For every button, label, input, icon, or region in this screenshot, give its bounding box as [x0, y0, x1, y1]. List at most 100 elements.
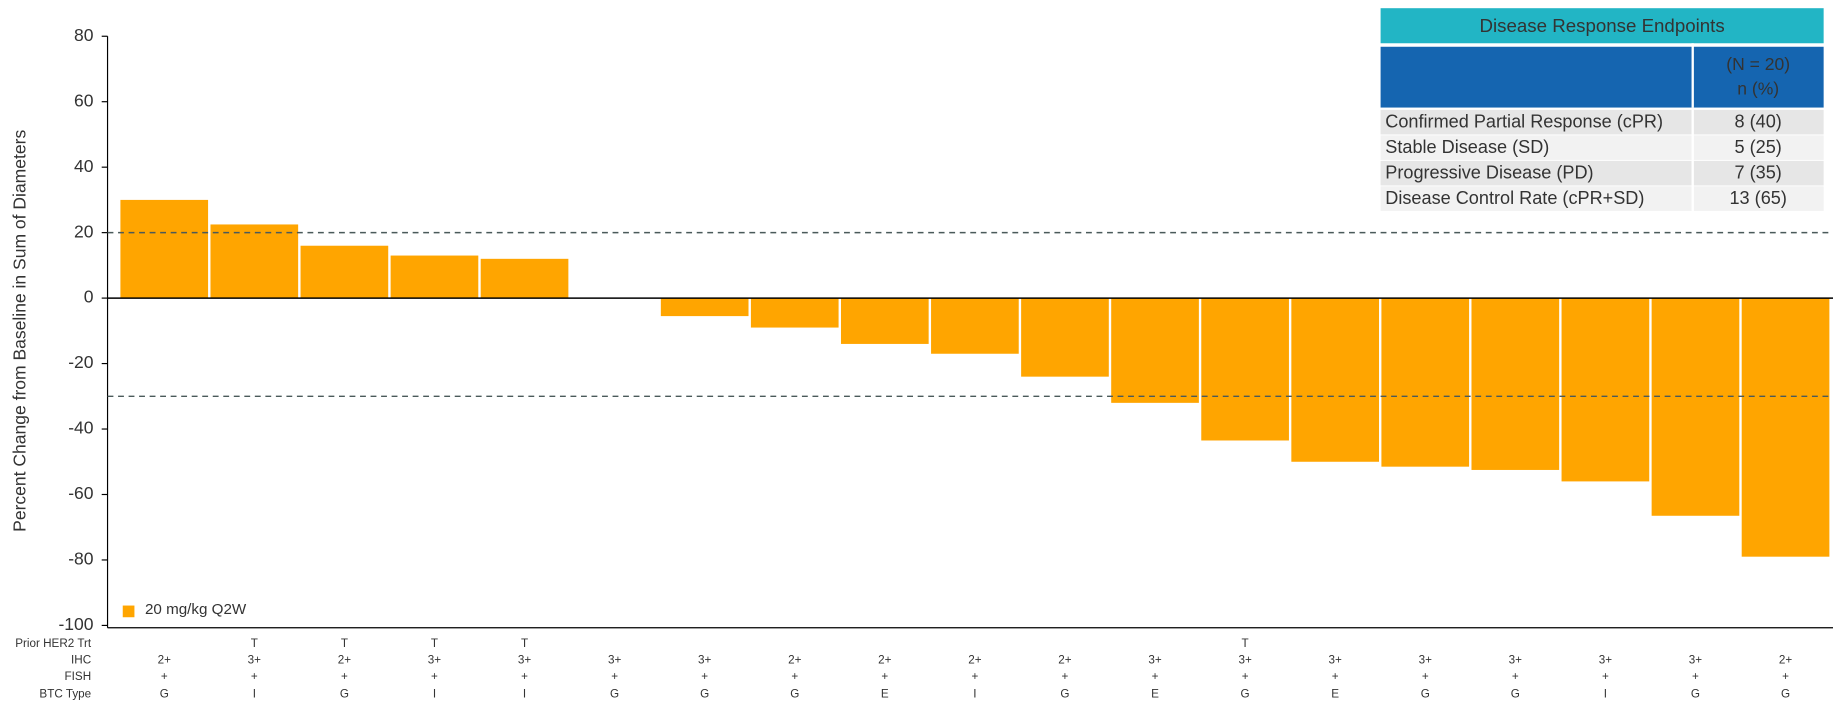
annotation-row-label: Prior HER2 Trt: [15, 637, 92, 650]
table-header: n (%): [1737, 79, 1779, 99]
bar: [120, 199, 209, 299]
annotation-value: +: [1152, 670, 1159, 683]
bar: [1471, 298, 1560, 470]
y-tick-label: -40: [68, 418, 94, 438]
annotation-value: +: [1422, 670, 1429, 683]
annotation-value: E: [1331, 687, 1339, 700]
annotation-value: +: [881, 670, 888, 683]
table-row-bg: [1380, 109, 1692, 135]
annotation-value: G: [790, 687, 799, 700]
annotation-value: T: [251, 637, 258, 650]
bar: [390, 255, 479, 299]
annotation-value: I: [1604, 687, 1607, 700]
annotation-value: +: [431, 670, 438, 683]
table-cell: 8 (40): [1735, 112, 1782, 132]
annotation-value: 3+: [1419, 654, 1433, 667]
table-cell: 13 (65): [1729, 188, 1786, 208]
annotation-value: G: [1691, 687, 1700, 700]
annotation-value: G: [1421, 687, 1430, 700]
annotation-value: +: [791, 670, 798, 683]
bar: [840, 298, 929, 344]
y-axis-label: Percent Change from Baseline in Sum of D…: [10, 130, 30, 532]
annotation-value: 3+: [518, 654, 532, 667]
annotation-value: E: [1151, 687, 1159, 700]
annotation-value: G: [1060, 687, 1069, 700]
bar: [1651, 298, 1740, 516]
table-row-bg: [1693, 186, 1824, 211]
annotation-value: +: [1692, 670, 1699, 683]
annotation-value: +: [521, 670, 528, 683]
bar: [1021, 298, 1109, 377]
annotation-value: 3+: [1689, 654, 1703, 667]
table-cell: Disease Control Rate (cPR+SD): [1385, 188, 1644, 208]
bar: [210, 224, 299, 299]
annotation-value: +: [1242, 670, 1249, 683]
y-tick-label: 20: [74, 221, 94, 241]
annotation-value: 3+: [428, 654, 442, 667]
bar: [1381, 298, 1470, 467]
table-cell: 5 (25): [1735, 137, 1782, 157]
annotation-value: 3+: [1148, 654, 1162, 667]
annotation-value: I: [253, 687, 256, 700]
bar: [1111, 298, 1199, 403]
annotation-value: 2+: [338, 654, 352, 667]
annotation-value: I: [523, 687, 526, 700]
annotation-row-label: IHC: [71, 654, 91, 667]
legend-swatch: [122, 605, 135, 618]
annotation-value: 3+: [248, 654, 262, 667]
annotation-value: T: [521, 637, 528, 650]
table-cell: Stable Disease (SD): [1385, 137, 1549, 157]
bar: [1201, 298, 1289, 441]
annotation-value: 3+: [1509, 654, 1523, 667]
table-row-bg: [1380, 160, 1692, 186]
annotation-row-label: BTC Type: [39, 687, 91, 700]
table-title-bg: [1380, 8, 1824, 44]
bar: [300, 245, 389, 299]
annotation-value: +: [611, 670, 618, 683]
y-tick-label: -60: [68, 483, 94, 503]
annotation-value: +: [1512, 670, 1519, 683]
annotation-value: G: [1511, 687, 1520, 700]
annotation-value: T: [341, 637, 348, 650]
annotation-value: +: [341, 670, 348, 683]
bar: [1741, 298, 1830, 557]
annotation-value: T: [431, 637, 438, 650]
annotation-value: 3+: [1599, 654, 1613, 667]
annotation-value: G: [1241, 687, 1250, 700]
table-row-bg: [1380, 135, 1692, 160]
y-tick-label: 60: [74, 90, 94, 110]
annotation-value: G: [1781, 687, 1790, 700]
bar: [660, 298, 749, 317]
annotation-row-label: FISH: [65, 670, 92, 683]
annotation-value: 2+: [788, 654, 802, 667]
annotation-value: G: [340, 687, 349, 700]
annotation-value: 3+: [698, 654, 712, 667]
annotation-value: 2+: [968, 654, 982, 667]
annotation-value: +: [701, 670, 708, 683]
table-row-bg: [1693, 160, 1824, 186]
legend-label: 20 mg/kg Q2W: [145, 601, 247, 618]
y-tick-label: -80: [68, 549, 94, 569]
annotation-value: 3+: [1329, 654, 1343, 667]
annotation-value: 3+: [1238, 654, 1252, 667]
y-tick-label: 80: [74, 25, 94, 45]
annotation-value: G: [700, 687, 709, 700]
annotation-value: 2+: [878, 654, 892, 667]
annotation-value: +: [971, 670, 978, 683]
y-tick-label: -100: [58, 614, 93, 634]
table-header: (N = 20): [1726, 54, 1790, 74]
annotation-value: G: [160, 687, 169, 700]
annotation-value: +: [1602, 670, 1609, 683]
annotation-value: 2+: [1779, 654, 1793, 667]
annotation-value: G: [610, 687, 619, 700]
table-cell: 7 (35): [1735, 163, 1782, 183]
table-cell: Progressive Disease (PD): [1385, 163, 1593, 183]
annotation-value: I: [973, 687, 976, 700]
table-cell: Confirmed Partial Response (cPR): [1385, 112, 1663, 132]
table-title: Disease Response Endpoints: [1480, 15, 1725, 36]
annotation-value: 3+: [608, 654, 622, 667]
bar: [1561, 298, 1650, 482]
annotation-value: +: [251, 670, 258, 683]
table-row-bg: [1380, 186, 1692, 211]
table-header-bg: [1380, 46, 1824, 108]
